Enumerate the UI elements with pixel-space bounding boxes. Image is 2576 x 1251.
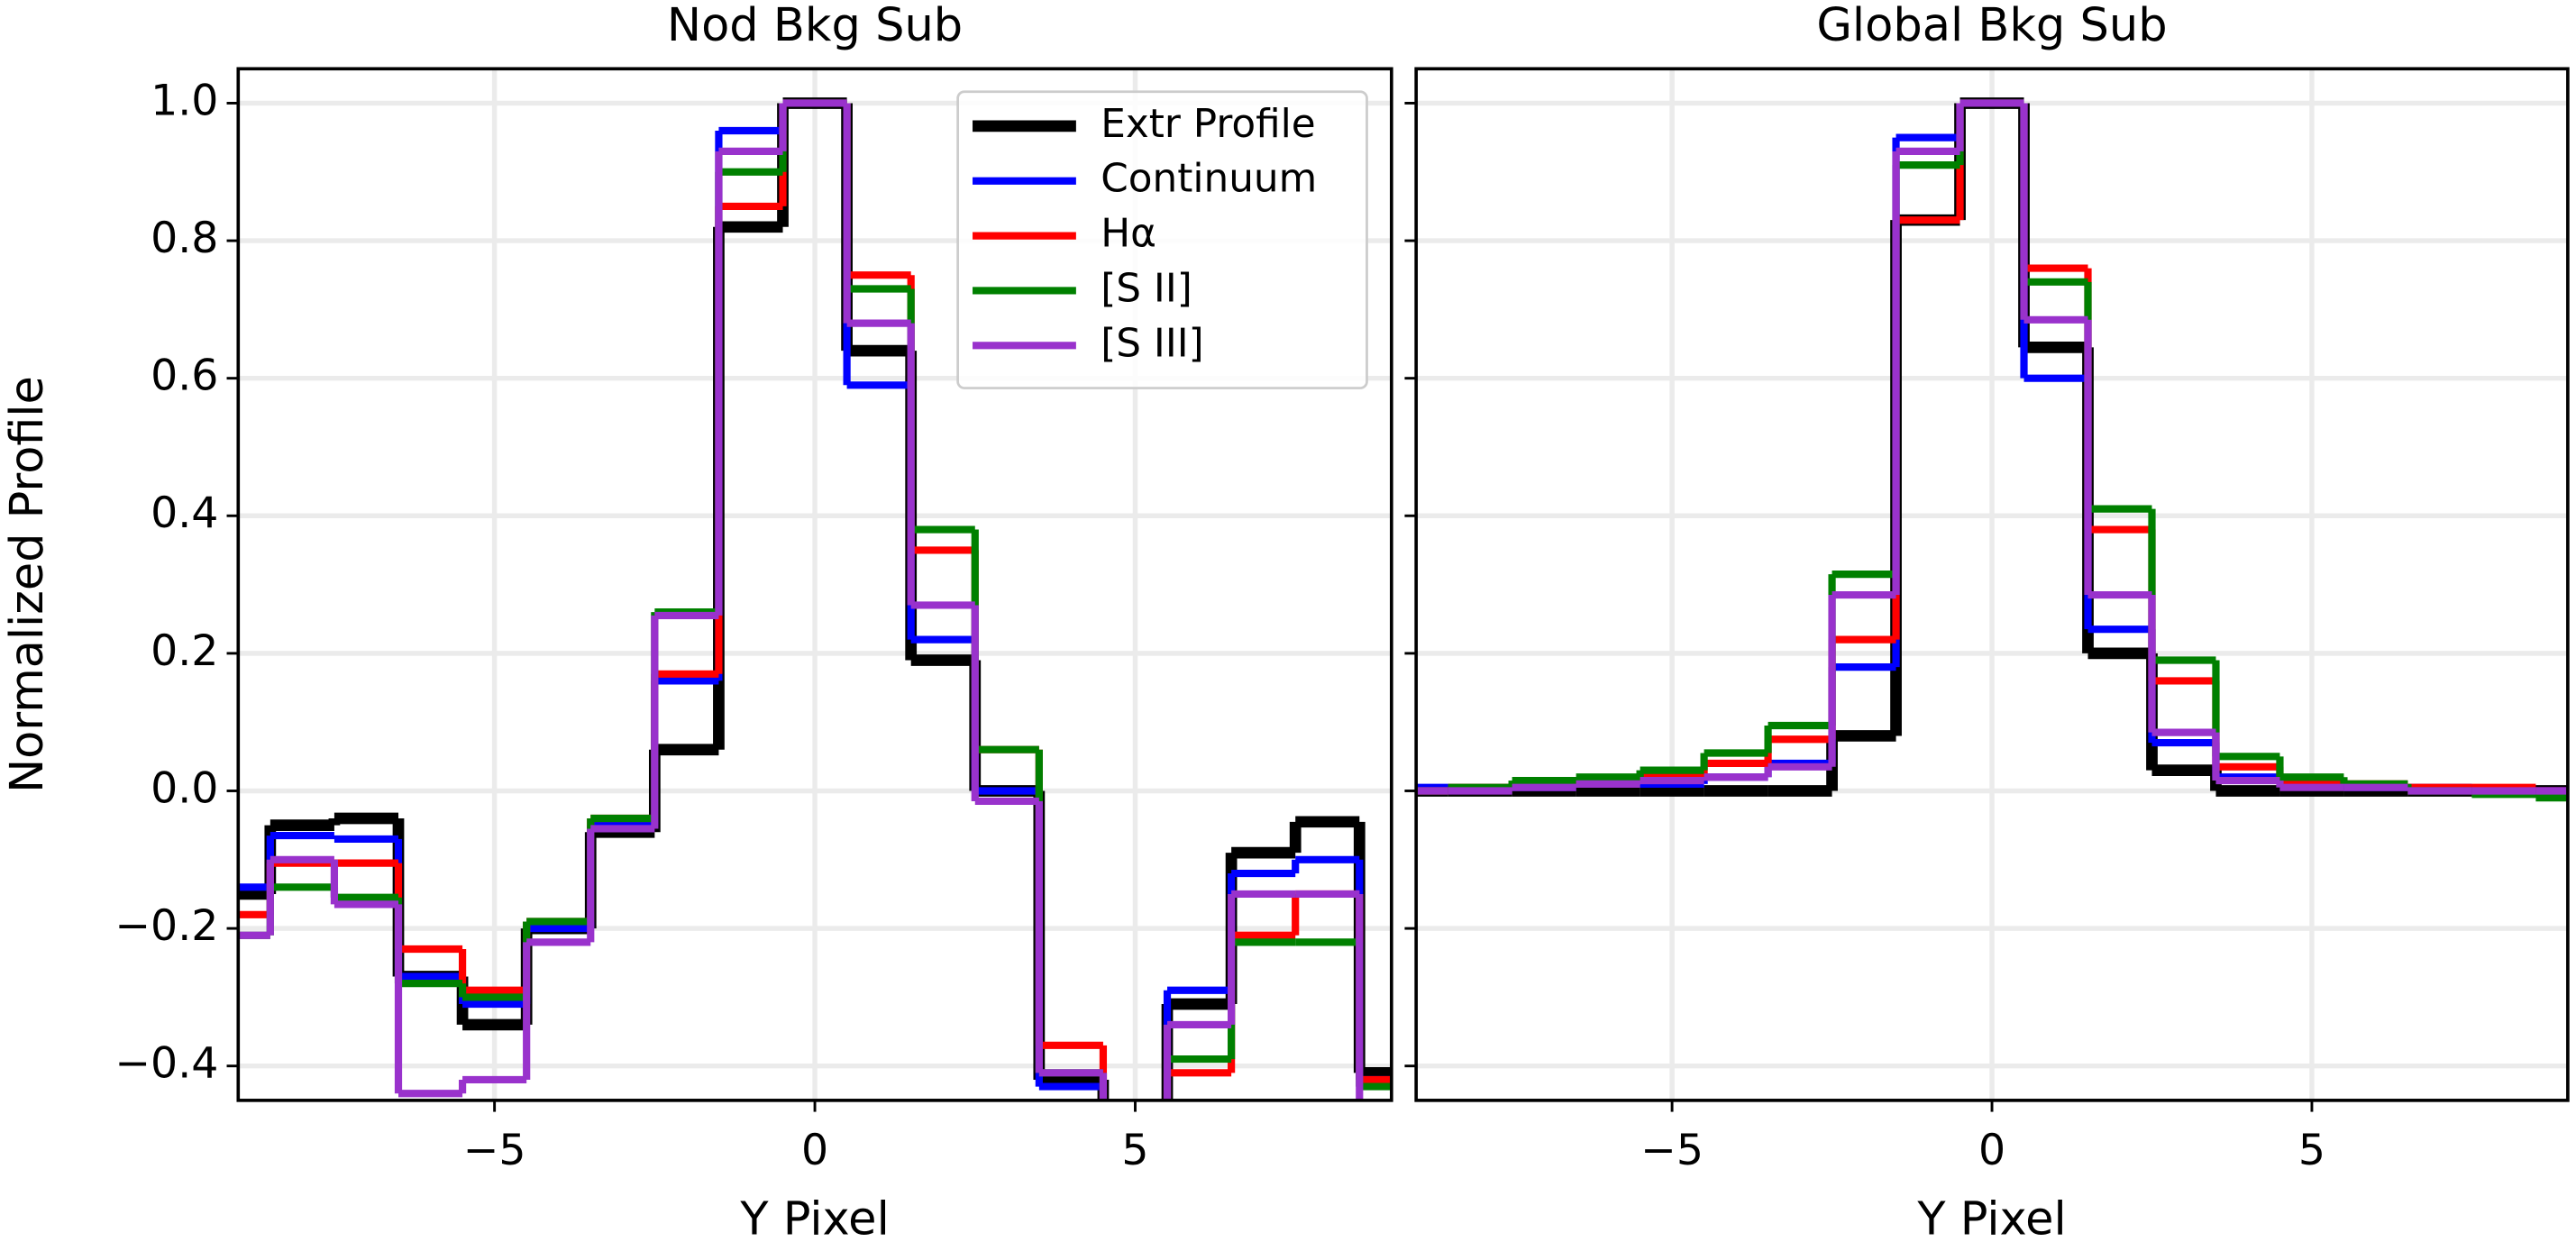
axes-frame [1414,67,2570,1102]
x-axis-label: Y Pixel [739,1192,889,1246]
y-tick-label: −0.2 [114,901,218,951]
panel-title: Global Bkg Sub [1816,0,2167,52]
y-axis-label: Normalized Profile [1,376,54,793]
panel: −0.4 −0.2 0.0 0.2 0.4 0.6 0.8 1.0 −5 0 5 Nod Bkg Su… [1,0,1393,1246]
axes-frame [236,67,1393,1102]
series [1416,99,2568,802]
plot-area [1416,97,2568,802]
y-tick-label: 0.8 [151,214,218,263]
y-tick-label: 0.6 [151,352,218,401]
panel: −5 0 5 Global Bkg Sub Y Pixel [1404,0,2570,1246]
legend-label: [S II] [1101,266,1192,312]
x-tick-label: 0 [801,1126,828,1175]
y-tick-label: 0.4 [151,489,218,538]
panel-title: Nod Bkg Sub [667,0,963,52]
series [1416,99,2568,795]
y-tick-label: 0.2 [151,626,218,676]
legend-box [956,90,1368,389]
series [1416,99,2568,795]
x-axis-label: Y Pixel [1916,1192,2066,1246]
legend-label: Continuum [1101,156,1317,202]
legend-label: [S III] [1101,320,1203,366]
y-tick-label: 1.0 [151,77,218,126]
legend-label: Hα [1101,211,1156,257]
series [238,99,1364,1100]
series [1416,97,2568,797]
x-tick-label: 0 [1978,1126,2005,1175]
y-tick-label: 0.0 [151,764,218,814]
x-tick-label: −5 [463,1126,526,1175]
plot-area [238,97,1392,1100]
y-tick-label: −0.4 [114,1039,218,1089]
x-tick-label: 5 [1121,1126,1148,1175]
x-tick-label: −5 [1640,1126,1704,1175]
series [1416,99,2568,795]
x-tick-label: 5 [2298,1126,2325,1175]
legend-label: Extr Profile [1101,101,1315,147]
legend: Extr Profile Continuum Hα [S II] [S III] [956,90,1368,389]
